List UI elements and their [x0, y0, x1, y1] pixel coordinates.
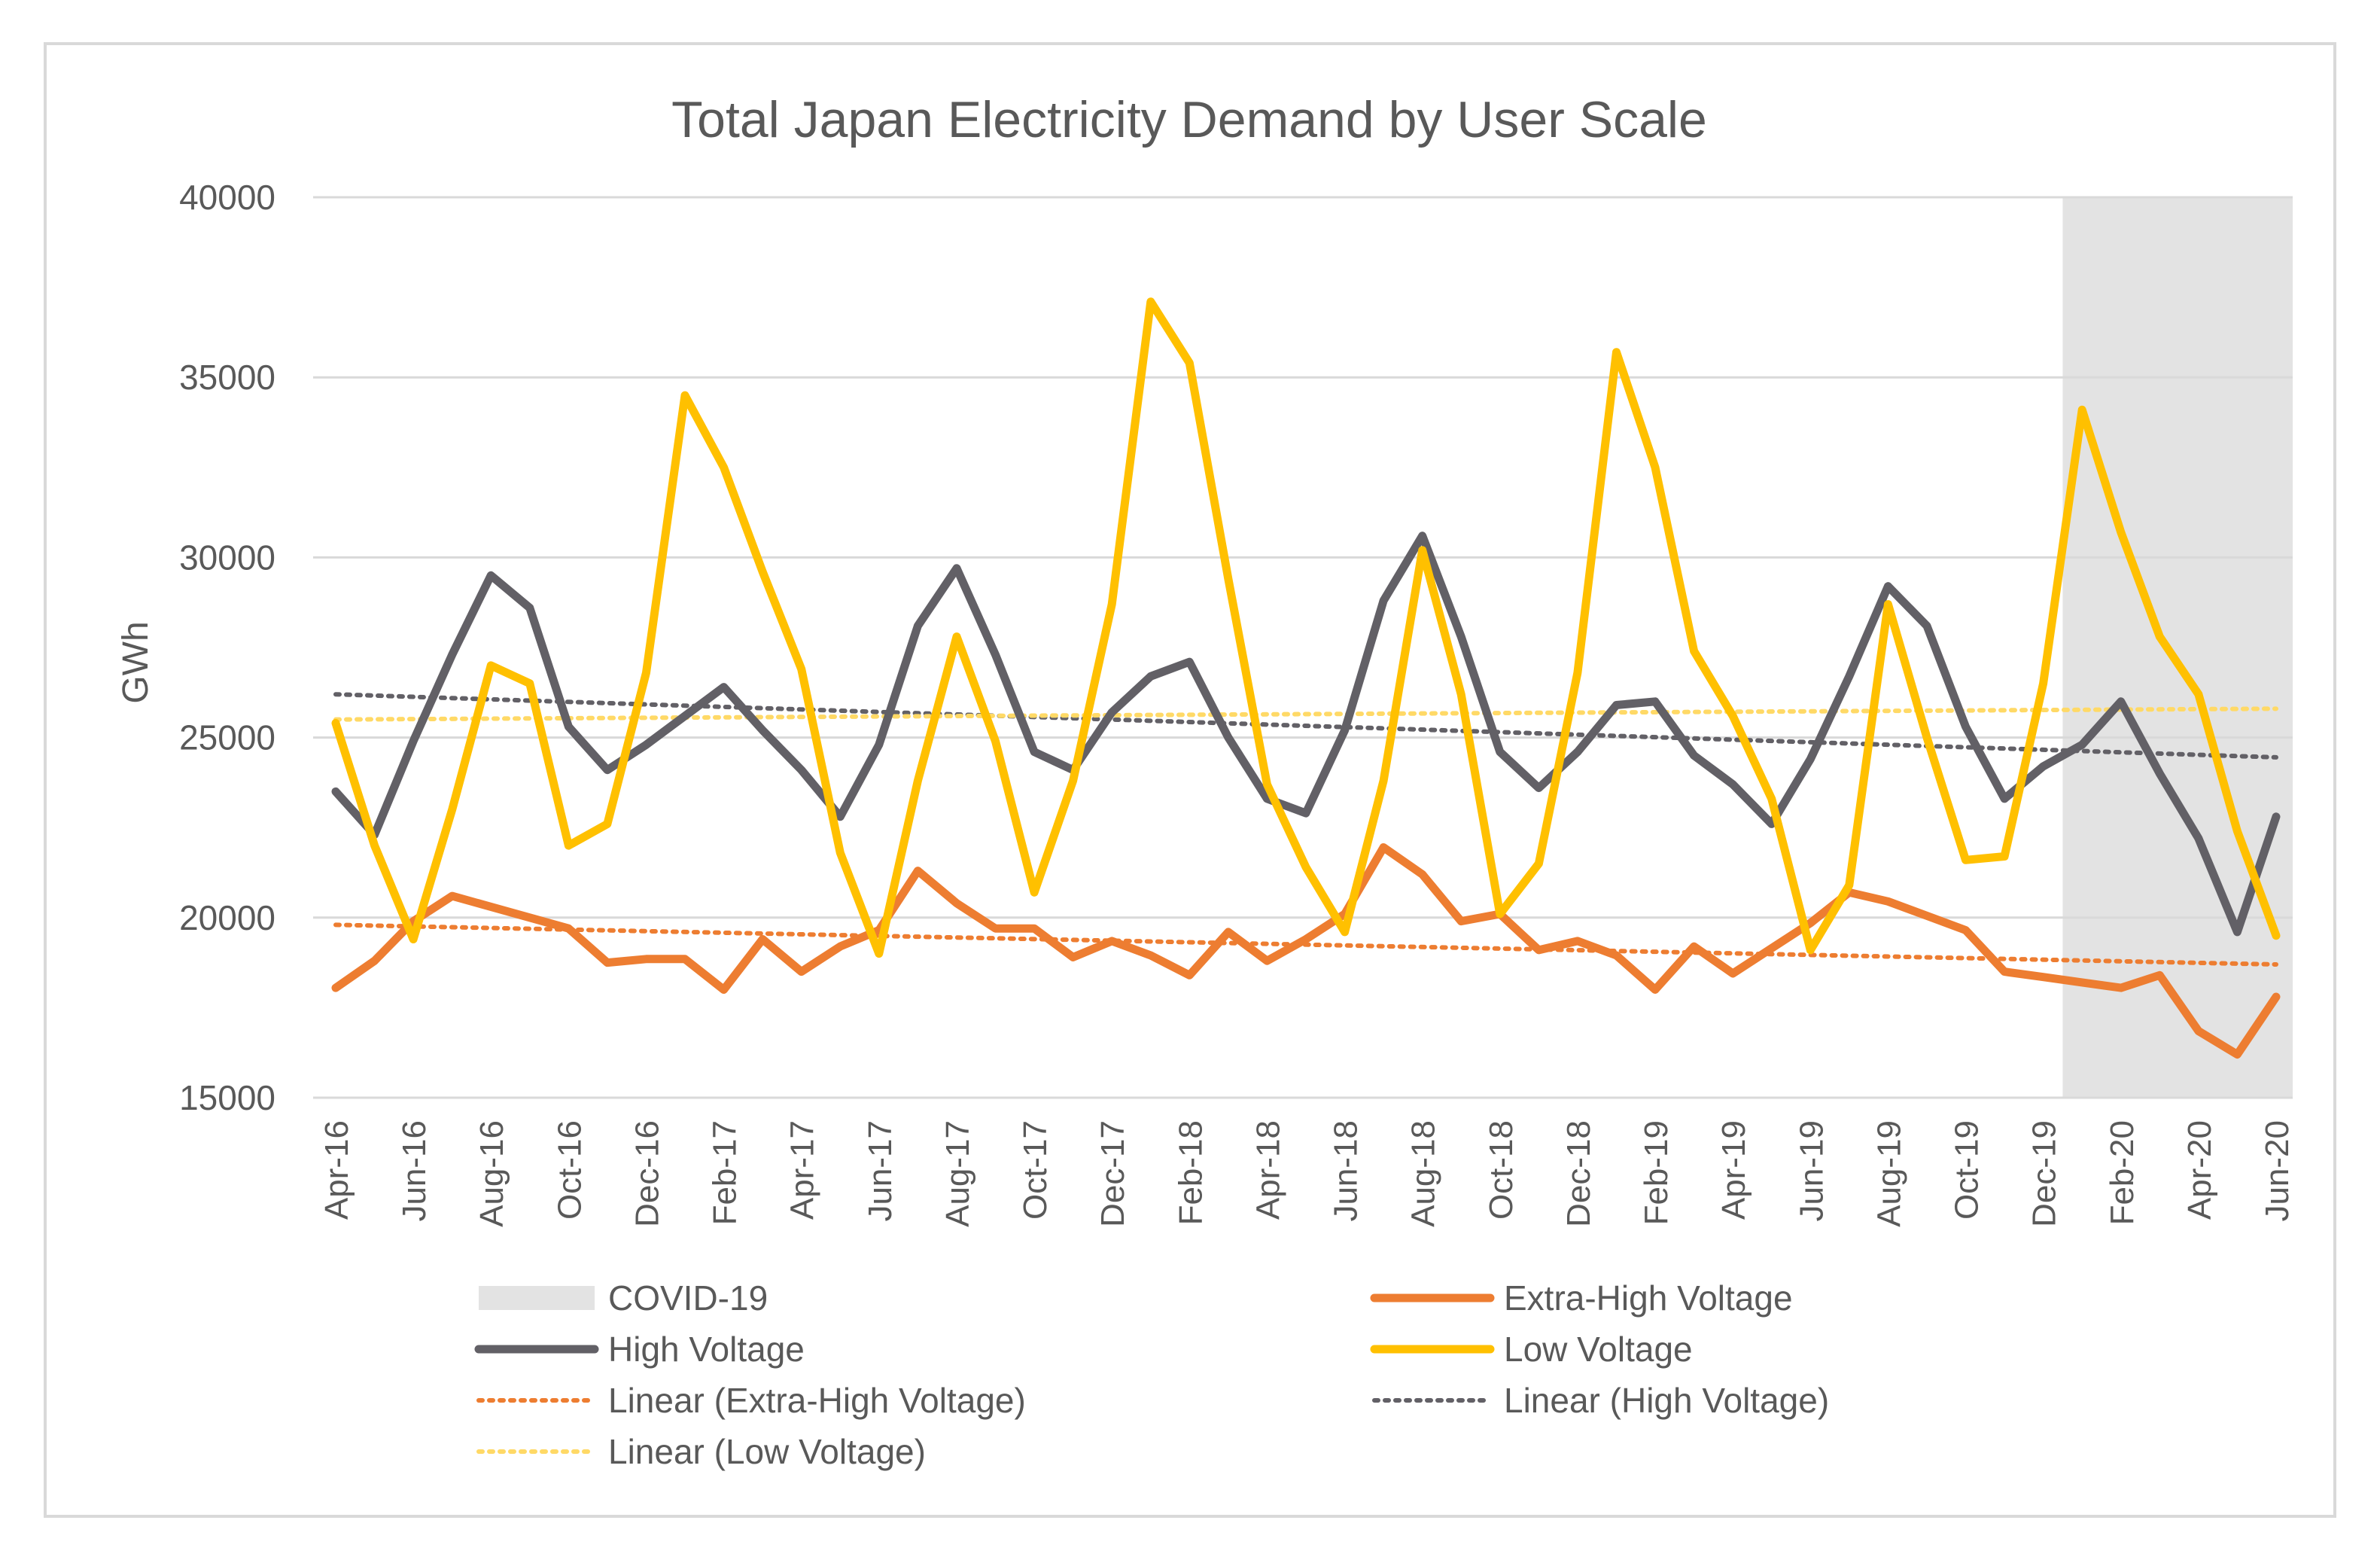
x-tick-label: Apr-19 [1715, 1120, 1752, 1220]
chart-frame [44, 42, 2336, 1518]
x-tick-label: Apr-18 [1249, 1120, 1286, 1220]
legend-label: Linear (Low Voltage) [608, 1432, 926, 1471]
x-tick-label: Dec-17 [1094, 1120, 1131, 1227]
legend-label: High Voltage [608, 1330, 805, 1369]
y-tick-label: 40000 [179, 178, 275, 217]
legend-swatch [479, 1286, 595, 1310]
x-tick-label: Aug-16 [473, 1120, 510, 1227]
covid-shaded-region [2062, 197, 2293, 1098]
legend-label: Linear (Extra-High Voltage) [608, 1381, 1026, 1420]
trendlines [333, 692, 2278, 967]
x-tick-label: Feb-19 [1638, 1120, 1675, 1225]
legend-label: COVID-19 [608, 1278, 768, 1318]
x-tick-label: Apr-17 [784, 1120, 821, 1220]
x-tick-label: Oct-16 [551, 1120, 588, 1220]
x-tick-label: Oct-19 [1949, 1120, 1986, 1220]
x-tick-label: Oct-17 [1017, 1120, 1054, 1220]
y-axis-title: GWh [116, 621, 156, 703]
legend-item-linear-extra-high-voltage: Linear (Extra-High Voltage) [476, 1381, 1026, 1420]
legend-label: Low Voltage [1504, 1330, 1693, 1369]
series-line-high-voltage [331, 532, 2281, 937]
series-lines [331, 297, 2281, 1059]
y-tick-label: 25000 [179, 718, 275, 757]
x-tick-label: Jun-20 [2259, 1120, 2296, 1222]
x-tick-label: Dec-18 [1560, 1120, 1597, 1227]
trendline-linear-extra-high-voltage [333, 922, 2278, 967]
gridlines [313, 196, 2293, 1099]
x-tick-label: Dec-19 [2026, 1120, 2063, 1227]
covid-shade-rect [2062, 197, 2293, 1098]
legend-item-extra-high-voltage: Extra-High Voltage [1370, 1278, 1793, 1318]
legend-label: Extra-High Voltage [1504, 1278, 1793, 1318]
x-tick-label: Aug-17 [939, 1120, 976, 1227]
legend-label: Linear (High Voltage) [1504, 1381, 1829, 1420]
chart-title: Total Japan Electricity Demand by User S… [671, 91, 1707, 148]
legend-item-covid-19: COVID-19 [479, 1278, 768, 1318]
series-line-low-voltage [331, 297, 2281, 958]
legend-item-linear-high-voltage: Linear (High Voltage) [1372, 1381, 1829, 1420]
x-tick-label: Feb-17 [707, 1120, 744, 1225]
legend: COVID-19 Extra-High Voltage High Voltage Lo… [474, 1278, 1829, 1471]
y-axis-ticks: 40000 35000 30000 25000 20000 15000 [179, 178, 275, 1117]
x-axis-ticks: Apr-16 Jun-16 Aug-16 Oct-16 Dec-16 Feb-17 Apr-… [318, 1120, 2296, 1227]
x-tick-label: Apr-20 [2181, 1120, 2218, 1220]
y-tick-label: 35000 [179, 358, 275, 397]
y-tick-label: 15000 [179, 1078, 275, 1117]
x-tick-label: Feb-20 [2104, 1120, 2141, 1225]
y-tick-label: 20000 [179, 898, 275, 937]
x-tick-label: Aug-18 [1405, 1120, 1442, 1227]
x-tick-label: Feb-18 [1172, 1120, 1209, 1225]
y-tick-label: 30000 [179, 538, 275, 577]
x-tick-label: Dec-16 [628, 1120, 665, 1227]
legend-item-high-voltage: High Voltage [474, 1330, 805, 1369]
legend-item-low-voltage: Low Voltage [1370, 1330, 1693, 1369]
x-tick-label: Jun-17 [862, 1120, 899, 1222]
x-tick-label: Jun-16 [396, 1120, 433, 1222]
x-tick-label: Oct-18 [1483, 1120, 1520, 1220]
x-tick-label: Jun-18 [1328, 1120, 1365, 1222]
trendline-linear-high-voltage [333, 692, 2278, 760]
series-line-extra-high-voltage [331, 843, 2281, 1059]
x-tick-label: Aug-19 [1870, 1120, 1907, 1227]
x-tick-label: Jun-19 [1793, 1120, 1830, 1222]
trendline-linear-low-voltage [333, 706, 2278, 722]
legend-item-linear-low-voltage: Linear (Low Voltage) [476, 1432, 926, 1471]
x-tick-label: Apr-16 [318, 1120, 355, 1220]
